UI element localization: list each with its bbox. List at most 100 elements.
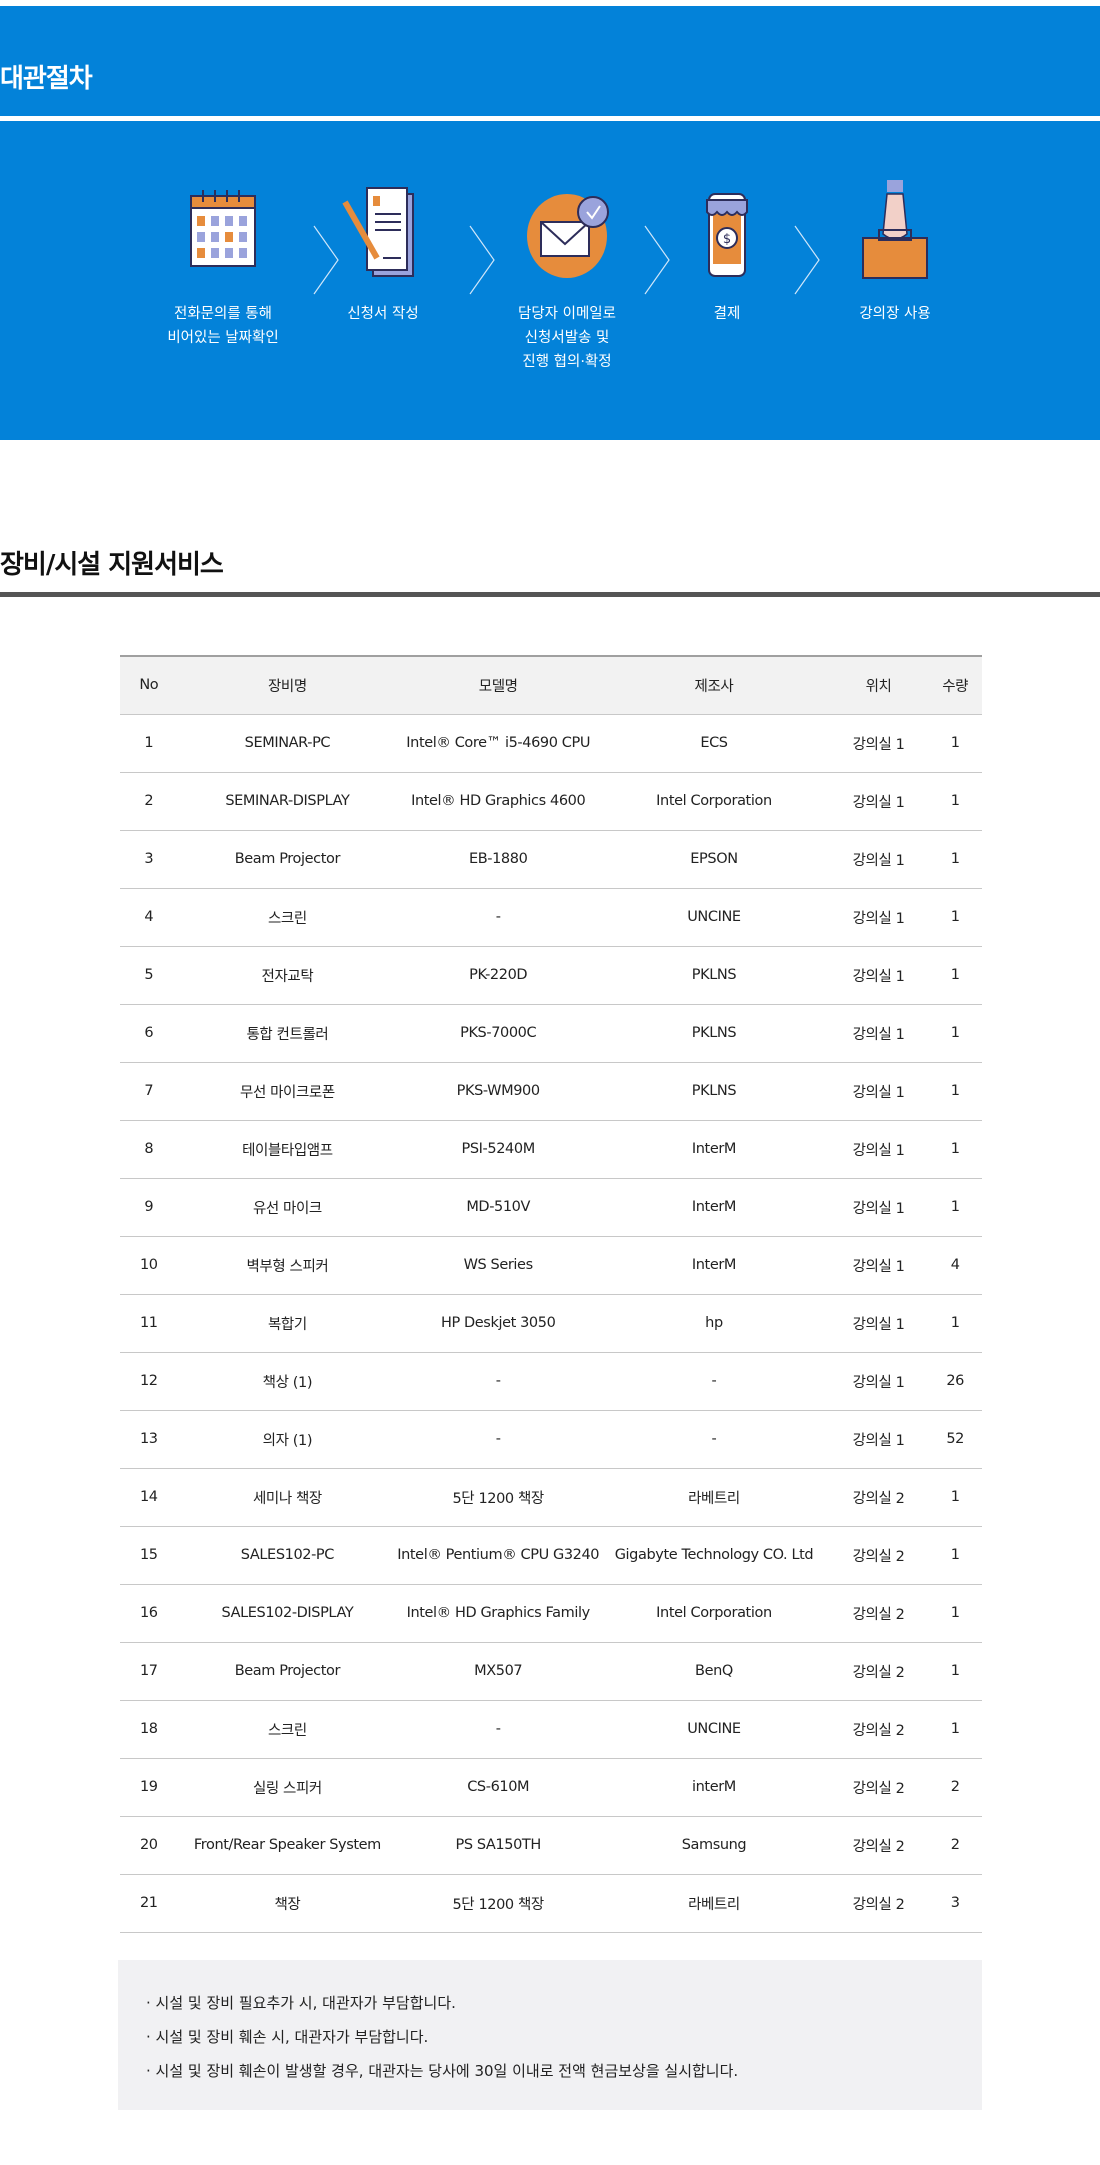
table-cell: 1 bbox=[928, 830, 982, 889]
table-cell: 1 bbox=[928, 1120, 982, 1179]
step-4: $ 결제 bbox=[647, 178, 807, 326]
table-cell: 무선 마이크로폰 bbox=[177, 1062, 398, 1121]
column-header: 수량 bbox=[928, 656, 982, 715]
table-cell: InterM bbox=[599, 1236, 829, 1295]
table-cell: Beam Projector bbox=[177, 830, 398, 889]
chevron-right-icon bbox=[469, 225, 495, 295]
column-header: No bbox=[120, 656, 178, 715]
table-cell: 1 bbox=[928, 1468, 982, 1527]
email-check-icon bbox=[527, 194, 609, 278]
table-cell: 2 bbox=[928, 1816, 982, 1875]
notes-box: · 시설 및 장비 필요추가 시, 대관자가 부담합니다. · 시설 및 장비 … bbox=[118, 1960, 982, 2110]
table-cell: 1 bbox=[928, 1584, 982, 1643]
table-cell: 21 bbox=[120, 1874, 178, 1933]
table-row: 2 SEMINAR-DISPLAY Intel® HD Graphics 4600 I… bbox=[120, 772, 982, 831]
table-cell: 강의실 1 bbox=[828, 1062, 929, 1121]
table-cell: 1 bbox=[928, 1642, 982, 1701]
table-row: 13 의자 (1) - - 강의실 1 52 bbox=[120, 1410, 982, 1469]
table-cell: Intel® Core™ i5-4690 CPU bbox=[397, 714, 600, 773]
table-cell: 스크린 bbox=[177, 888, 398, 947]
table-cell: 통합 컨트롤러 bbox=[177, 1004, 398, 1063]
procedure-banner: 대관절차 전화문의를 통해 비어있는 날짜확인 신청서 작성 담당자 이메일로 … bbox=[0, 6, 1100, 440]
note-item: · 시설 및 장비 훼손이 발생할 경우, 대관자는 당사에 30일 이내로 전… bbox=[146, 2062, 739, 2080]
calendar-icon bbox=[190, 190, 256, 267]
table-cell: UNCINE bbox=[599, 888, 829, 947]
table-cell: 17 bbox=[120, 1642, 178, 1701]
table-cell: PKS-7000C bbox=[397, 1004, 600, 1063]
table-cell: 5 bbox=[120, 946, 178, 1005]
table-cell: PKLNS bbox=[599, 946, 829, 1005]
table-cell: PS SA150TH bbox=[397, 1816, 600, 1875]
table-cell: 라베트리 bbox=[599, 1468, 829, 1527]
table-cell: Intel® HD Graphics 4600 bbox=[397, 772, 600, 831]
table-cell: SALES102-DISPLAY bbox=[177, 1584, 398, 1643]
table-cell: 강의실 1 bbox=[828, 1352, 929, 1411]
table-cell: 강의실 1 bbox=[828, 946, 929, 1005]
briefcase-hand-icon bbox=[862, 180, 928, 279]
table-cell: 14 bbox=[120, 1468, 178, 1527]
table-cell: 강의실 1 bbox=[828, 1120, 929, 1179]
chevron-right-icon bbox=[794, 225, 820, 295]
table-cell: 1 bbox=[928, 1062, 982, 1121]
table-cell: Front/Rear Speaker System bbox=[177, 1816, 398, 1875]
table-cell: WS Series bbox=[397, 1236, 600, 1295]
column-header: 모델명 bbox=[397, 656, 600, 715]
step-label: 신청서 작성 bbox=[347, 306, 419, 322]
chevron-right-icon bbox=[313, 225, 339, 295]
section-title: 장비/시설 지원서비스 bbox=[0, 550, 224, 580]
table-cell: 3 bbox=[928, 1874, 982, 1933]
table-cell: - bbox=[397, 1352, 600, 1411]
column-header: 제조사 bbox=[599, 656, 829, 715]
table-cell: Intel® Pentium® CPU G3240 bbox=[397, 1526, 600, 1585]
step-label: 결제 bbox=[713, 306, 741, 322]
note-item: · 시설 및 장비 필요추가 시, 대관자가 부담합니다. bbox=[146, 1994, 456, 2012]
table-cell: 강의실 1 bbox=[828, 830, 929, 889]
table-cell: Intel Corporation bbox=[599, 1584, 829, 1643]
table-cell: 테이블타입앰프 bbox=[177, 1120, 398, 1179]
table-cell: 강의실 2 bbox=[828, 1468, 929, 1527]
table-cell: SALES102-PC bbox=[177, 1526, 398, 1585]
table-cell: PKLNS bbox=[599, 1062, 829, 1121]
table-cell: 13 bbox=[120, 1410, 178, 1469]
table-row: 12 책상 (1) - - 강의실 1 26 bbox=[120, 1352, 982, 1411]
column-header: 장비명 bbox=[177, 656, 398, 715]
table-cell: 강의실 2 bbox=[828, 1642, 929, 1701]
table-cell: 1 bbox=[120, 714, 178, 773]
table-cell: 1 bbox=[928, 1700, 982, 1759]
table-cell: 강의실 1 bbox=[828, 772, 929, 831]
table-cell: 강의실 2 bbox=[828, 1874, 929, 1933]
table-cell: - bbox=[599, 1352, 829, 1411]
table-cell: 8 bbox=[120, 1120, 178, 1179]
table-cell: 강의실 1 bbox=[828, 888, 929, 947]
table-cell: 세미나 책장 bbox=[177, 1468, 398, 1527]
table-cell: hp bbox=[599, 1294, 829, 1353]
table-row: 1 SEMINAR-PC Intel® Core™ i5-4690 CPU ECS 강의… bbox=[120, 714, 982, 773]
table-cell: EB-1880 bbox=[397, 830, 600, 889]
table-cell: MX507 bbox=[397, 1642, 600, 1701]
table-cell: 스크린 bbox=[177, 1700, 398, 1759]
table-cell: PK-220D bbox=[397, 946, 600, 1005]
table-cell: 유선 마이크 bbox=[177, 1178, 398, 1237]
table-row: 16 SALES102-DISPLAY Intel® HD Graphics Fam… bbox=[120, 1584, 982, 1643]
table-cell: 벽부형 스피커 bbox=[177, 1236, 398, 1295]
table-cell: 실링 스피커 bbox=[177, 1758, 398, 1817]
table-cell: Intel® HD Graphics Family bbox=[397, 1584, 600, 1643]
table-cell: 전자교탁 bbox=[177, 946, 398, 1005]
table-row: 15 SALES102-PC Intel® Pentium® CPU G3240 Gi… bbox=[120, 1526, 982, 1585]
step-label: 전화문의를 통해 비어있는 날짜확인 bbox=[167, 306, 279, 346]
step-2: 신청서 작성 bbox=[303, 178, 463, 326]
table-cell: 강의실 1 bbox=[828, 1178, 929, 1237]
table-cell: 52 bbox=[928, 1410, 982, 1469]
table-cell: MD-510V bbox=[397, 1178, 600, 1237]
table-cell: UNCINE bbox=[599, 1700, 829, 1759]
table-cell: 라베트리 bbox=[599, 1874, 829, 1933]
table-cell: 강의실 2 bbox=[828, 1758, 929, 1817]
table-cell: 16 bbox=[120, 1584, 178, 1643]
table-row: 20 Front/Rear Speaker System PS SA150TH Sam… bbox=[120, 1816, 982, 1875]
